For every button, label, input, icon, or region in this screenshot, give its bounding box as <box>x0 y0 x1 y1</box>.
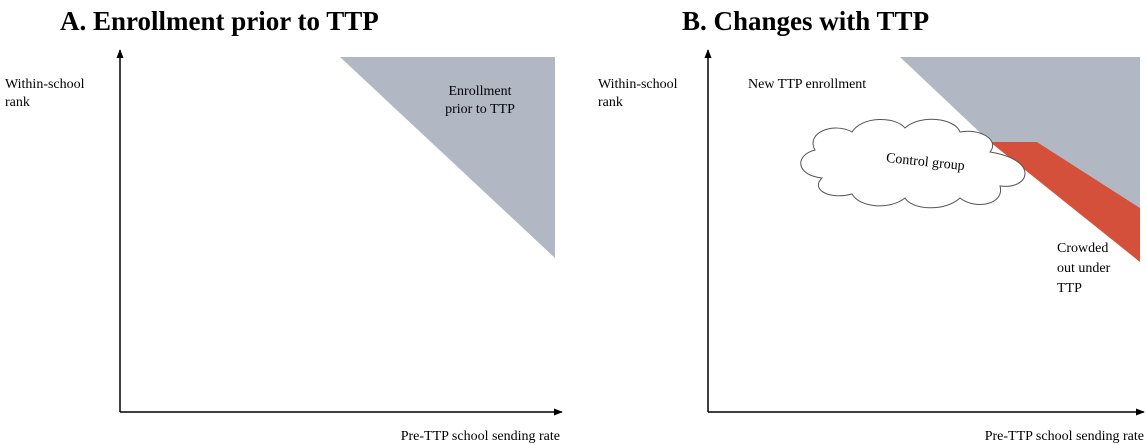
annotation: out under <box>1057 261 1111 276</box>
annotation: Crowded <box>1057 241 1108 256</box>
panel-title: A. Enrollment prior to TTP <box>60 6 379 36</box>
y-label: Within-school <box>5 77 85 92</box>
x-label: Pre-TTP school sending rate <box>985 429 1144 444</box>
annotation: TTP <box>1057 281 1082 296</box>
enrollment-region <box>900 57 1140 208</box>
annotation: New TTP enrollment <box>748 77 866 92</box>
annotation: Enrollment <box>449 84 512 99</box>
y-label: Within-school <box>598 77 678 92</box>
cloud <box>800 118 1026 209</box>
panel-b: B. Changes with TTP Within-school rank N… <box>598 6 1145 444</box>
crowded-out-region <box>990 142 1140 262</box>
panel-a: A. Enrollment prior to TTP Within-school… <box>5 6 563 444</box>
x-label: Pre-TTP school sending rate <box>401 429 560 444</box>
panel-title: B. Changes with TTP <box>682 6 929 36</box>
annotation: prior to TTP <box>445 102 515 117</box>
y-label: rank <box>5 95 30 110</box>
y-label: rank <box>598 95 623 110</box>
enrollment-region <box>340 57 555 258</box>
